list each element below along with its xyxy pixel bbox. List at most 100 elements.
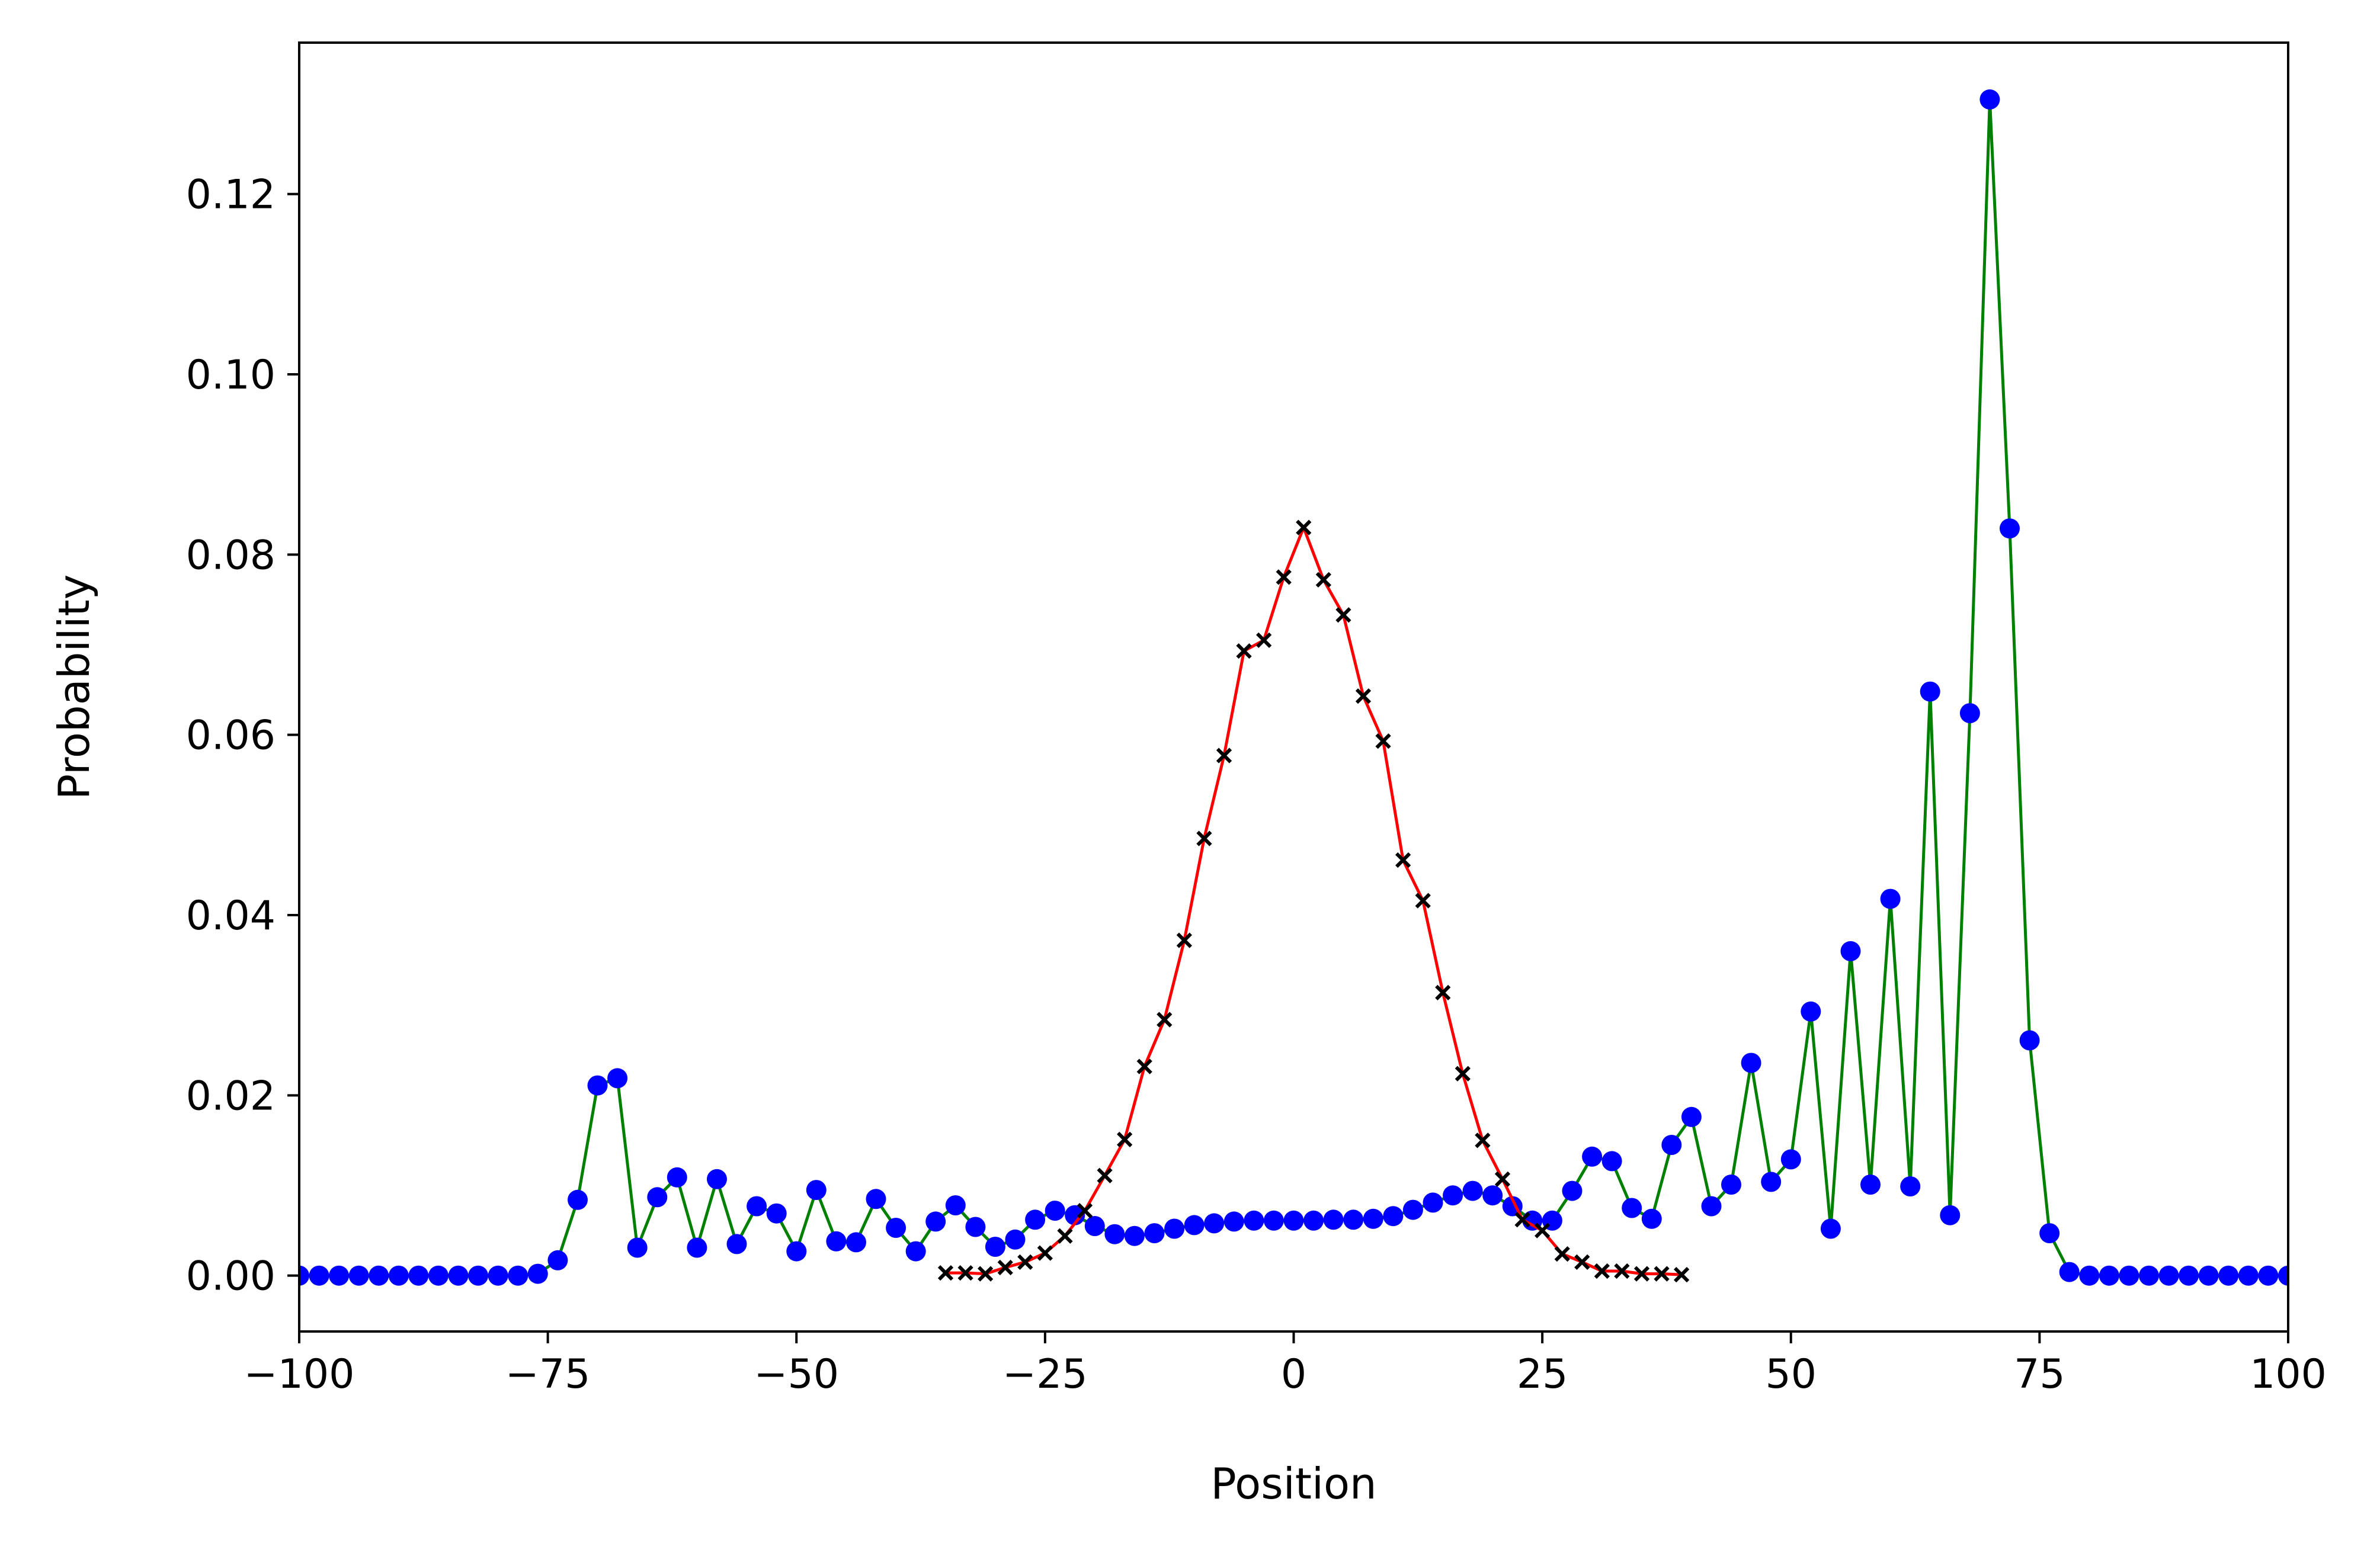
series-1-point (1880, 888, 1901, 909)
series-2-point (937, 1265, 954, 1281)
series-1-point (1661, 1135, 1682, 1155)
series-1-point (1443, 1185, 1463, 1206)
series-2-point (1415, 893, 1431, 909)
series-1-point (2218, 1265, 2239, 1286)
series-1-point (1204, 1213, 1225, 1234)
series-2-point (1535, 1222, 1551, 1238)
series-1-point (1104, 1224, 1125, 1244)
series-2-point (1335, 607, 1351, 623)
series-2-point (1057, 1228, 1073, 1244)
x-tick-label: −100 (244, 1351, 355, 1398)
series-layer (299, 89, 2288, 1286)
series-1-point (1383, 1206, 1404, 1227)
series-1-point (587, 1075, 608, 1096)
series-1-point (1801, 1001, 1821, 1022)
series-1-point (1402, 1199, 1423, 1220)
series-1-point (667, 1167, 687, 1188)
y-tick-label: 0.08 (186, 532, 276, 579)
series-2-point (1455, 1066, 1471, 1082)
series-2-point (1236, 643, 1252, 659)
series-1-point (1641, 1208, 1662, 1229)
series-1-point (568, 1189, 588, 1210)
series-1-point (2019, 1030, 2040, 1051)
series-2-point (1296, 519, 1312, 535)
series-1-point (408, 1265, 429, 1286)
y-tick-label: 0.10 (186, 352, 276, 399)
series-1-point (299, 1265, 309, 1286)
series-1-point (1900, 1176, 1921, 1196)
series-1-point (1005, 1229, 1026, 1250)
series-1-point (1741, 1053, 1761, 1073)
series-1-point (1582, 1146, 1603, 1167)
series-1-point (488, 1265, 508, 1286)
series-1-point (1363, 1208, 1383, 1229)
y-tick-label: 0.12 (186, 172, 276, 219)
series-2-point (1435, 984, 1451, 1000)
series-1-point (2059, 1262, 2080, 1282)
series-1-point (1979, 89, 2000, 110)
series-2-point (1494, 1171, 1511, 1187)
series-1-point (607, 1068, 628, 1089)
series-1-point (2258, 1265, 2279, 1286)
series-1-point (687, 1237, 707, 1258)
series-1-point (1045, 1201, 1065, 1221)
series-2-point (1117, 1131, 1133, 1148)
series-2 (937, 519, 1690, 1283)
series-1-point (1701, 1196, 1722, 1217)
x-axis-title: Position (1210, 1459, 1376, 1509)
x-tick-label: 100 (2250, 1351, 2327, 1398)
series-1-point (1084, 1216, 1105, 1236)
series-1-point (1840, 941, 1861, 961)
series-1-point (1920, 681, 1940, 702)
x-tick-label: 25 (1517, 1351, 1568, 1398)
y-axis-title: Probability (49, 575, 99, 800)
series-1-point (1283, 1210, 1304, 1231)
series-1-point (428, 1265, 449, 1286)
series-1-point (2119, 1265, 2139, 1286)
series-2-point (1256, 632, 1272, 648)
series-2-point (1614, 1263, 1630, 1279)
series-1-point (2278, 1265, 2288, 1286)
series-1-point (309, 1265, 329, 1286)
y-tick-label: 0.00 (186, 1253, 276, 1300)
series-1-point (2099, 1265, 2119, 1286)
series-2-point (1216, 747, 1232, 763)
series-1 (299, 89, 2288, 1286)
series-1-point (766, 1203, 787, 1224)
series-1-point (866, 1189, 886, 1209)
series-2-point (1136, 1058, 1152, 1074)
series-1-point (329, 1265, 350, 1286)
series-2-point (1017, 1254, 1033, 1270)
series-2-point (957, 1265, 973, 1281)
series-1-point (2139, 1265, 2159, 1286)
series-1-point (508, 1265, 528, 1286)
series-1-point (925, 1211, 946, 1232)
series-1-point (1622, 1198, 1642, 1218)
series-2-point (1654, 1266, 1670, 1282)
series-2-point (1355, 688, 1372, 704)
series-2-point (1097, 1167, 1113, 1183)
series-1-point (985, 1237, 1005, 1257)
y-tick-label: 0.06 (186, 713, 276, 759)
series-1-point (1343, 1209, 1364, 1230)
series-1-point (468, 1265, 489, 1286)
series-1-point (2079, 1265, 2100, 1286)
series-1-point (1423, 1192, 1443, 1213)
series-1-point (1820, 1218, 1841, 1239)
series-1-point (1721, 1175, 1741, 1195)
series-2-point (1594, 1263, 1610, 1279)
series-1-point (2198, 1265, 2219, 1286)
series-1-point (1940, 1205, 1961, 1225)
series-1-point (1025, 1209, 1046, 1230)
series-1-point (1323, 1209, 1344, 1230)
series-1-point (965, 1217, 986, 1237)
series-2-point (1475, 1132, 1491, 1148)
series-1-point (2179, 1265, 2199, 1286)
series-1-point (1780, 1149, 1801, 1170)
series-1-point (1681, 1106, 1702, 1127)
axis-layer: −100 −75 −50 −25 0 25 50 75 100 0.00 0.02 0.04 0.06 0… (186, 172, 2327, 1398)
series-2-point (1633, 1266, 1650, 1282)
series-2-point (1673, 1267, 1690, 1283)
series-1-point (2039, 1223, 2060, 1244)
